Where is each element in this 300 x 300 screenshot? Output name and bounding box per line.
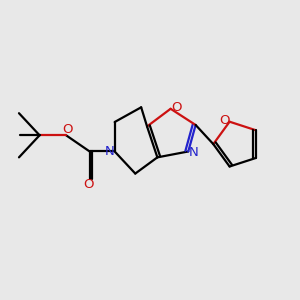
Text: O: O xyxy=(171,101,182,114)
Text: O: O xyxy=(83,178,93,191)
Text: O: O xyxy=(219,114,230,127)
Text: N: N xyxy=(104,145,114,158)
Text: N: N xyxy=(189,146,199,159)
Text: O: O xyxy=(62,123,73,136)
